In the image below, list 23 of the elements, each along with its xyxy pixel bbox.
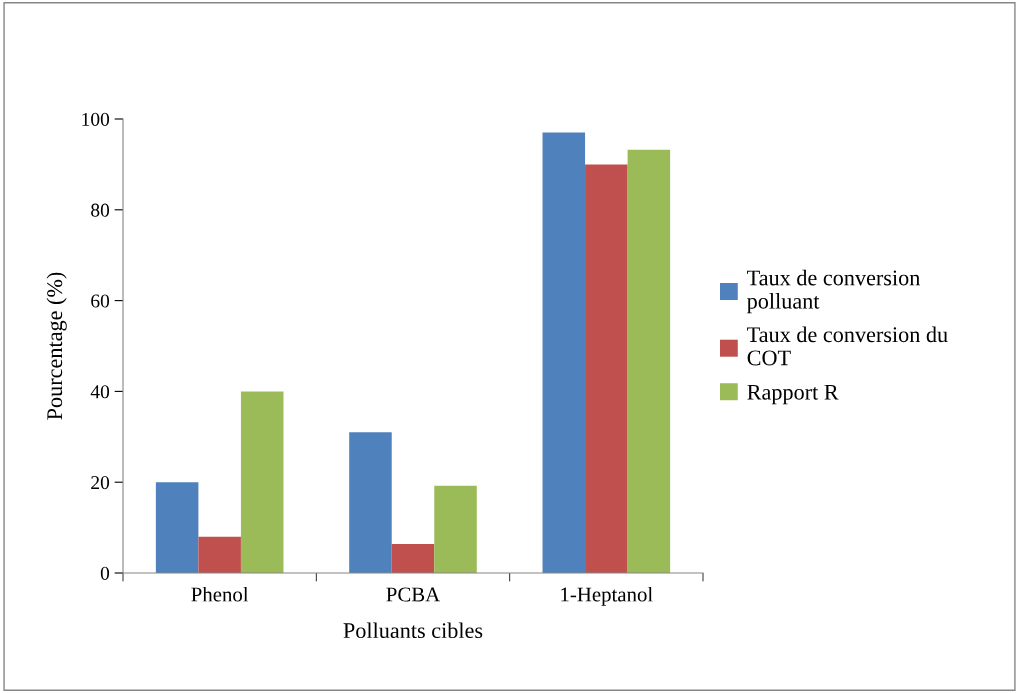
- y-tick-label: 40: [90, 385, 110, 399]
- bar: [155, 482, 199, 573]
- legend-label: Rapport R: [747, 384, 839, 405]
- bar: [542, 132, 586, 573]
- bar: [240, 391, 284, 573]
- y-tick-label: 0: [100, 566, 110, 580]
- x-axis-title: Polluants cibles: [343, 622, 483, 639]
- bar: [391, 543, 435, 573]
- bar: [198, 536, 241, 573]
- x-tick-label: PCBA: [386, 587, 441, 602]
- y-axis-title: Pourcentage (%): [46, 272, 67, 420]
- y-tick-label: 80: [91, 203, 110, 217]
- bar: [349, 432, 392, 573]
- bar: [434, 485, 477, 573]
- legend-label: Taux de conversion du COT: [747, 326, 948, 366]
- bar: [585, 164, 628, 573]
- legend-label: Taux de conversion polluant: [747, 269, 921, 314]
- y-tick-label: 60: [91, 294, 110, 308]
- x-tick-label: 1-Heptanol: [561, 586, 653, 606]
- y-tick-label: 100: [82, 112, 110, 126]
- bar: [627, 149, 671, 573]
- x-tick-label: Phenol: [191, 586, 249, 602]
- y-tick-label: 20: [91, 476, 110, 490]
